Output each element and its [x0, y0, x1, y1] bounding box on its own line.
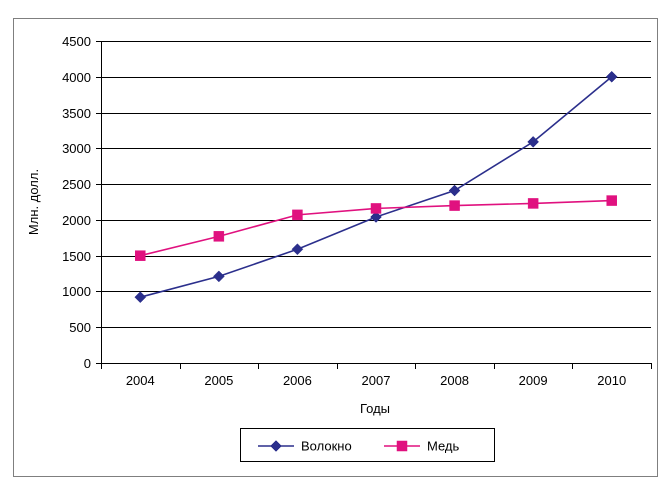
legend-marker: [270, 440, 282, 452]
y-tick-labels: 0 500 1000 1500 2000 2500 3000 3500 4000 4500: [62, 34, 91, 371]
data-point: [135, 250, 146, 261]
x-tick-labels: 2004 2005 2006 2007 2008 2009 2010: [126, 373, 626, 388]
series-fiber: [134, 70, 618, 304]
x-tick-label: 2008: [440, 373, 469, 388]
data-point: [370, 211, 382, 223]
x-axis-title: Годы: [360, 401, 390, 416]
data-point: [448, 184, 461, 197]
x-tick-label: 2009: [519, 373, 548, 388]
legend: Волокно Медь: [240, 428, 495, 462]
x-tick-label: 2007: [362, 373, 391, 388]
data-point: [449, 200, 460, 211]
series: [134, 70, 618, 304]
chart-border: [13, 18, 658, 477]
data-point: [527, 136, 539, 148]
legend-marker: [396, 440, 408, 452]
x-tick-label: 2006: [283, 373, 312, 388]
data-point: [213, 231, 225, 242]
y-tick-label: 3500: [62, 106, 91, 121]
data-point: [606, 195, 617, 206]
x-tick-label: 2004: [126, 373, 155, 388]
data-point: [370, 203, 382, 214]
y-tick-label: 4000: [62, 70, 91, 85]
data-point: [527, 198, 539, 209]
y-tick-label: 2000: [62, 213, 91, 228]
data-point: [605, 70, 618, 83]
y-tick-label: 3000: [62, 141, 91, 156]
legend-label: Медь: [427, 439, 460, 454]
gridlines: [101, 41, 651, 328]
data-point: [213, 270, 225, 283]
y-tick-label: 4500: [62, 34, 91, 49]
y-axis-title: Млн. долл.: [26, 169, 41, 235]
legend-label: Волокно: [301, 439, 352, 454]
y-tick-label: 2500: [62, 177, 91, 192]
legend-items: Волокно Медь: [258, 439, 460, 454]
x-tick-label: 2005: [204, 373, 233, 388]
legend-box: [240, 428, 495, 462]
data-point: [291, 243, 304, 256]
data-point: [292, 209, 303, 221]
y-tick-label: 1000: [62, 284, 91, 299]
y-tick-label: 500: [69, 320, 91, 335]
data-point: [134, 291, 147, 304]
y-tick-label: 1500: [62, 249, 91, 264]
axes: [96, 41, 652, 369]
y-tick-label: 0: [84, 356, 91, 371]
x-tick-label: 2010: [597, 373, 626, 388]
series-copper: [135, 195, 617, 261]
